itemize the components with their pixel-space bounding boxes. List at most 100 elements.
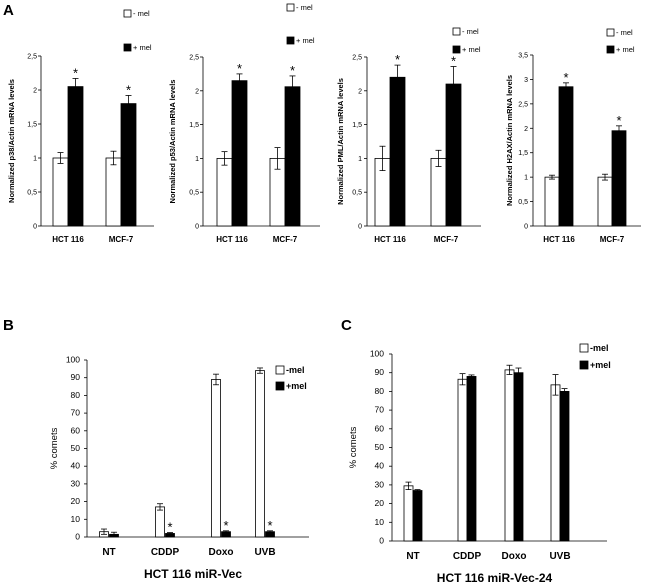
y-tick-label: 50 [71,443,81,453]
x-axis-title: HCT 116 miR-Vec [144,567,242,581]
category-label: NT [406,551,419,562]
bar-minus-mel [105,157,122,227]
category-label: UVB [254,547,275,558]
category-label: UVB [549,551,570,562]
y-tick-label: 10 [71,514,81,524]
legend-swatch-minus-mel [452,27,461,36]
y-tick-label: 60 [375,423,385,433]
legend-label: - mel [133,9,150,18]
category-label: NT [102,547,115,558]
legend-swatch-plus-mel [286,36,295,45]
bar-minus-mel [216,157,233,227]
y-tick-label: 0 [75,532,80,542]
significance-star: * [563,70,568,85]
legend-label: - mel [296,3,313,12]
bar-plus-mel [67,86,84,227]
legend-label: +mel [590,360,611,370]
category-label: MCF-7 [273,235,298,244]
y-tick-label: 20 [375,498,385,508]
y-tick-label: 1,5 [352,122,362,129]
bar-minus-mel [457,378,468,542]
y-tick-label: 1 [358,156,362,163]
significance-star: * [73,65,78,80]
category-label: Doxo [502,551,527,562]
y-tick-label: 0,5 [189,190,199,197]
bar-plus-mel [231,80,248,227]
y-tick-label: 0 [379,536,384,546]
y-tick-label: 1 [524,175,528,182]
significance-star: * [267,518,272,533]
significance-star: * [126,82,131,97]
y-tick-label: 2 [358,88,362,95]
bar-plus-mel [284,86,301,227]
y-tick-label: 50 [375,442,385,452]
y-tick-label: 1,5 [189,122,199,129]
y-tick-label: 2 [33,88,37,95]
bar-plus-mel [513,372,524,542]
x-axis-title: HCT 116 miR-Vec-24 [437,571,553,585]
y-tick-label: 60 [71,425,81,435]
category-label: HCT 116 [374,235,406,244]
y-axis-label: % comets [348,426,359,468]
category-label: CDDP [151,547,180,558]
y-tick-label: 0 [33,224,37,231]
panel-label-c: C [341,317,352,334]
bar-plus-mel [559,390,570,542]
category-label: CDDP [453,551,482,562]
legend-label: + mel [462,45,481,54]
category-label: Doxo [209,547,234,558]
significance-star: * [223,518,228,533]
y-tick-label: 2,5 [27,54,37,61]
legend-label: -mel [590,343,609,353]
y-tick-label: 70 [375,405,385,415]
legend-label: + mel [296,36,315,45]
y-tick-label: 40 [375,461,385,471]
bar-minus-mel [550,384,561,542]
y-tick-label: 0,5 [27,190,37,197]
y-tick-label: 0 [524,224,528,231]
y-tick-label: 80 [375,386,385,396]
bar-minus-mel [52,157,69,227]
bar-minus-mel [211,379,221,538]
bar-minus-mel [597,176,613,227]
legend-swatch-plus-mel [606,45,615,54]
y-tick-label: 1,5 [518,150,528,157]
y-tick-label: 1 [33,156,37,163]
significance-star: * [167,520,172,535]
category-label: HCT 116 [216,235,248,244]
y-tick-label: 30 [71,478,81,488]
legend-swatch-minus-mel [286,3,295,12]
y-tick-label: 20 [71,496,81,506]
y-tick-label: 0 [195,224,199,231]
significance-star: * [451,53,456,68]
y-tick-label: 10 [375,517,385,527]
y-tick-label: 0 [358,224,362,231]
y-tick-label: 30 [375,479,385,489]
bar-plus-mel [389,76,406,227]
legend-swatch-minus-mel [123,9,132,18]
bar-minus-mel [430,157,447,227]
legend-label: +mel [286,381,307,391]
significance-star: * [616,113,621,128]
y-axis-label: Normalized p38/Actin mRNA levels [7,79,16,203]
panel-label-a: A [3,2,14,19]
y-tick-label: 90 [71,372,81,382]
y-tick-label: 2,5 [189,55,199,62]
y-tick-label: 100 [66,355,80,365]
bar-minus-mel [155,506,165,538]
chart-2: 0 0,5 1 1,5 2 2,5 Normalized p53/Actin mRNA le… [168,3,320,244]
y-tick-label: 90 [375,367,385,377]
category-label: HCT 116 [543,235,575,244]
bar-plus-mel [611,130,627,227]
legend-label: - mel [616,28,633,37]
legend-swatch-minus-mel [579,343,589,353]
y-tick-label: 70 [71,408,81,418]
chart-4: 0 0,5 1 1,5 2 2,5 3 3,5 Normalized H2AX/Actin mR… [505,28,641,244]
y-tick-label: 1,5 [27,122,37,129]
legend-swatch-plus-mel [579,360,589,370]
y-tick-label: 40 [71,461,81,471]
y-axis-label: Normalized H2AX/Actin mRNA levels [505,75,514,206]
bar-plus-mel [109,533,119,538]
legend-label: -mel [286,365,305,375]
y-axis-label: Normalized PML/Actin mRNA levels [336,78,345,205]
